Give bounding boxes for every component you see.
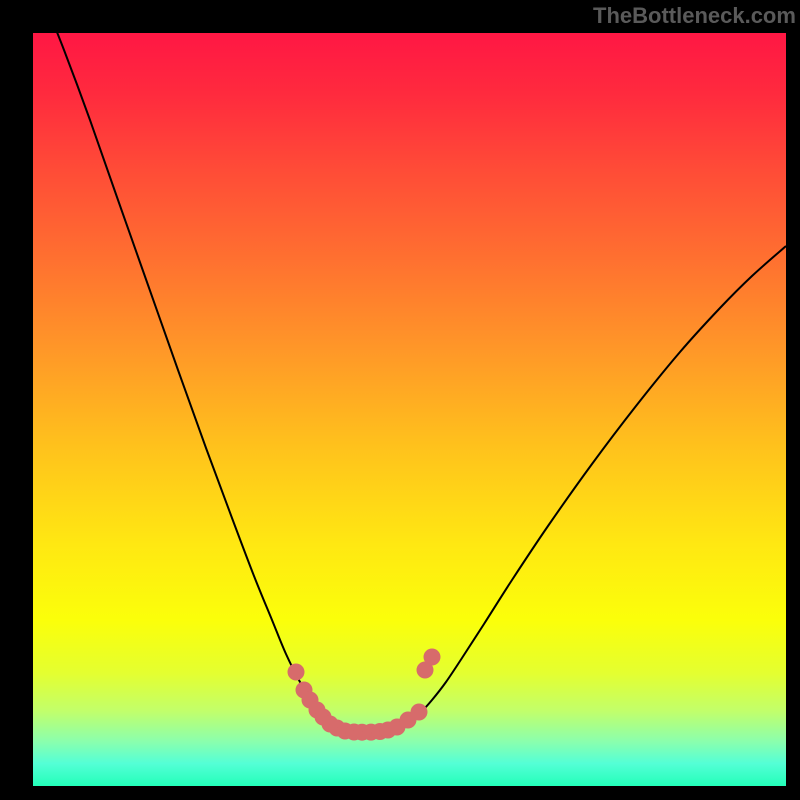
- marker-dot: [424, 649, 441, 666]
- marker-dot: [288, 664, 305, 681]
- plot-svg: [33, 33, 786, 786]
- watermark-text: TheBottleneck.com: [593, 3, 796, 29]
- gradient-background: [33, 33, 786, 786]
- plot-area: [33, 33, 786, 786]
- marker-dot: [411, 704, 428, 721]
